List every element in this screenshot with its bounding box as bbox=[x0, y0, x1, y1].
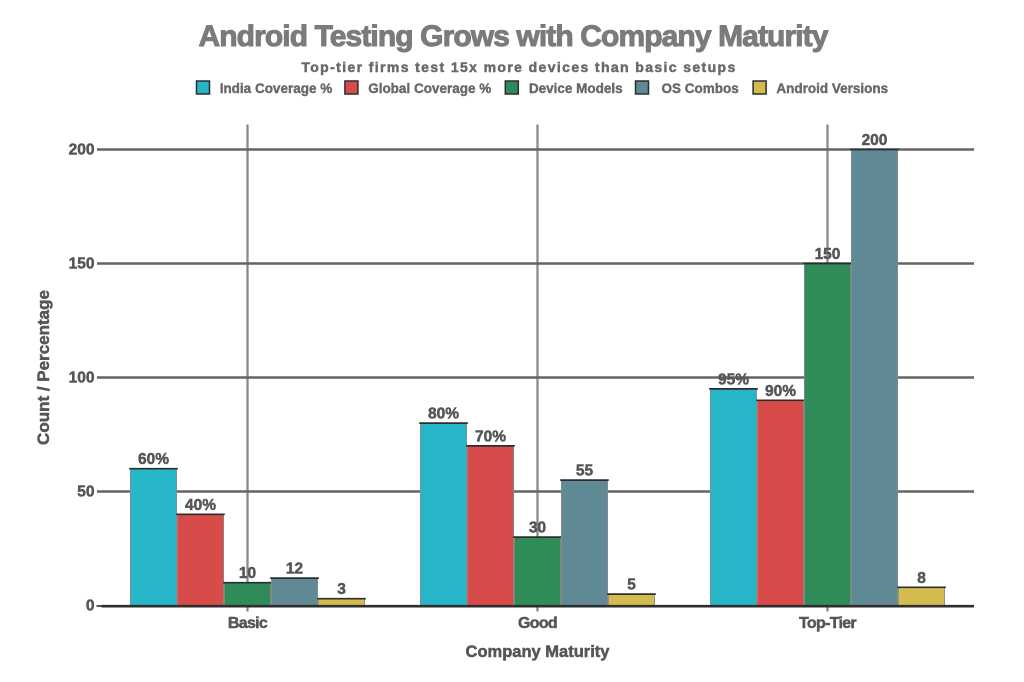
svg-text:150: 150 bbox=[69, 256, 95, 273]
svg-text:50: 50 bbox=[77, 484, 94, 501]
svg-text:8: 8 bbox=[917, 570, 926, 587]
svg-text:Android Testing Grows with Com: Android Testing Grows with Company Matur… bbox=[198, 20, 828, 53]
svg-text:Count / Percentage: Count / Percentage bbox=[34, 290, 53, 445]
svg-text:60%: 60% bbox=[138, 451, 169, 468]
svg-text:OS Combos: OS Combos bbox=[662, 81, 739, 96]
svg-text:Company Maturity: Company Maturity bbox=[466, 643, 611, 661]
svg-text:10: 10 bbox=[239, 565, 256, 582]
svg-text:80%: 80% bbox=[428, 406, 459, 423]
svg-text:12: 12 bbox=[286, 561, 303, 578]
svg-text:200: 200 bbox=[69, 142, 95, 159]
svg-text:Good: Good bbox=[518, 615, 557, 632]
svg-text:0: 0 bbox=[86, 598, 95, 615]
svg-text:Android Versions: Android Versions bbox=[776, 81, 888, 96]
svg-text:Device Models: Device Models bbox=[529, 81, 623, 96]
svg-text:40%: 40% bbox=[185, 497, 216, 514]
svg-text:70%: 70% bbox=[475, 428, 506, 445]
svg-text:55: 55 bbox=[576, 463, 594, 480]
svg-text:30: 30 bbox=[529, 520, 546, 537]
svg-text:95%: 95% bbox=[718, 371, 749, 388]
svg-text:Top-Tier: Top-Tier bbox=[799, 615, 856, 632]
svg-text:Global Coverage %: Global Coverage % bbox=[368, 81, 491, 96]
svg-text:5: 5 bbox=[627, 577, 636, 594]
svg-text:200: 200 bbox=[862, 132, 888, 149]
svg-text:150: 150 bbox=[815, 246, 841, 263]
svg-text:3: 3 bbox=[337, 581, 346, 598]
svg-text:India Coverage %: India Coverage % bbox=[220, 81, 333, 96]
svg-text:90%: 90% bbox=[765, 383, 796, 400]
svg-text:Basic: Basic bbox=[228, 615, 268, 632]
svg-text:100: 100 bbox=[69, 370, 95, 387]
svg-text:Top-tier firms test 15x more d: Top-tier firms test 15x more devices tha… bbox=[301, 59, 736, 75]
